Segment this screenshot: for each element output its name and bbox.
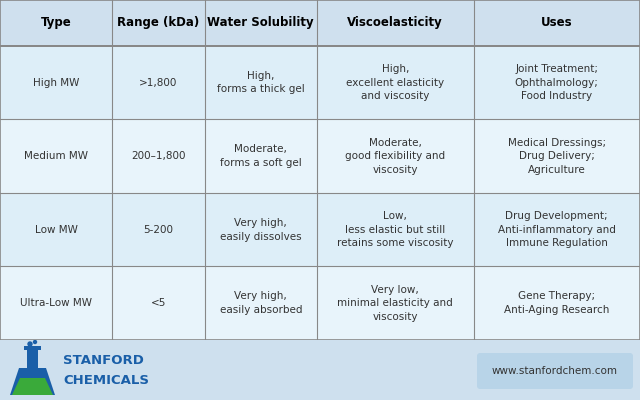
Bar <box>0 0 640 46</box>
Text: High,
excellent elasticity
and viscosity: High, excellent elasticity and viscosity <box>346 64 444 101</box>
Bar <box>0 46 640 120</box>
Text: 5-200: 5-200 <box>143 225 173 235</box>
Text: Medium MW: Medium MW <box>24 151 88 161</box>
Text: Low MW: Low MW <box>35 225 77 235</box>
Text: >1,800: >1,800 <box>140 78 177 88</box>
Text: Medical Dressings;
Drug Delivery;
Agriculture: Medical Dressings; Drug Delivery; Agricu… <box>508 138 606 175</box>
Text: CHEMICALS: CHEMICALS <box>63 374 149 386</box>
Text: www.stanfordchem.com: www.stanfordchem.com <box>492 366 618 376</box>
Polygon shape <box>27 350 38 368</box>
Text: Range (kDa): Range (kDa) <box>117 16 200 30</box>
Text: High MW: High MW <box>33 78 79 88</box>
Text: Viscoelasticity: Viscoelasticity <box>348 16 443 30</box>
Text: Uses: Uses <box>541 16 573 30</box>
Text: Ultra-Low MW: Ultra-Low MW <box>20 298 92 308</box>
Text: <5: <5 <box>150 298 166 308</box>
Text: STANFORD: STANFORD <box>63 354 144 366</box>
Text: 200–1,800: 200–1,800 <box>131 151 186 161</box>
Text: Low,
less elastic but still
retains some viscosity: Low, less elastic but still retains some… <box>337 211 454 248</box>
Circle shape <box>28 342 32 346</box>
Text: Water Solubility: Water Solubility <box>207 16 314 30</box>
Text: Very high,
easily dissolves: Very high, easily dissolves <box>220 218 301 242</box>
Text: Very high,
easily absorbed: Very high, easily absorbed <box>220 292 302 315</box>
Text: Moderate,
good flexibility and
viscosity: Moderate, good flexibility and viscosity <box>345 138 445 175</box>
Text: Very low,
minimal elasticity and
viscosity: Very low, minimal elasticity and viscosi… <box>337 285 453 322</box>
Text: Moderate,
forms a soft gel: Moderate, forms a soft gel <box>220 144 301 168</box>
Bar <box>0 120 640 193</box>
Text: Joint Treatment;
Ophthalmology;
Food Industry: Joint Treatment; Ophthalmology; Food Ind… <box>515 64 599 101</box>
Polygon shape <box>24 346 41 350</box>
Bar <box>0 193 640 266</box>
Text: Type: Type <box>40 16 72 30</box>
Text: High,
forms a thick gel: High, forms a thick gel <box>217 71 305 94</box>
Polygon shape <box>12 378 53 395</box>
Polygon shape <box>10 368 55 395</box>
FancyBboxPatch shape <box>477 353 633 389</box>
Text: Gene Therapy;
Anti-Aging Research: Gene Therapy; Anti-Aging Research <box>504 292 609 315</box>
Text: Drug Development;
Anti-inflammatory and
Immune Regulation: Drug Development; Anti-inflammatory and … <box>498 211 616 248</box>
Circle shape <box>33 340 36 344</box>
Bar <box>0 266 640 340</box>
